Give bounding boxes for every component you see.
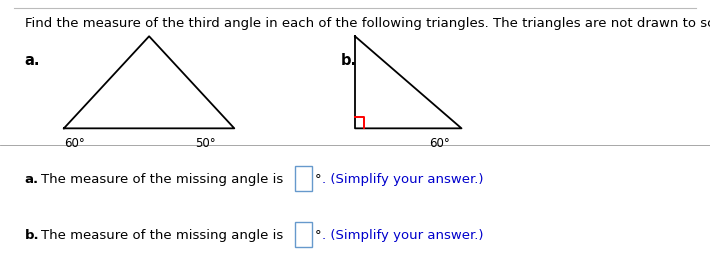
Text: a.: a. xyxy=(25,53,40,68)
Text: The measure of the missing angle is: The measure of the missing angle is xyxy=(41,173,283,186)
Text: . (Simplify your answer.): . (Simplify your answer.) xyxy=(322,229,483,242)
Text: Find the measure of the third angle in each of the following triangles. The tria: Find the measure of the third angle in e… xyxy=(25,17,710,30)
Text: The measure of the missing angle is: The measure of the missing angle is xyxy=(41,229,283,242)
Text: 50°: 50° xyxy=(195,137,216,150)
Text: 60°: 60° xyxy=(430,137,450,150)
Text: °: ° xyxy=(315,173,321,186)
Text: a.: a. xyxy=(25,173,39,186)
Text: °: ° xyxy=(315,229,321,242)
FancyBboxPatch shape xyxy=(295,166,312,191)
FancyBboxPatch shape xyxy=(295,222,312,247)
Text: b.: b. xyxy=(341,53,357,68)
Text: . (Simplify your answer.): . (Simplify your answer.) xyxy=(322,173,483,186)
Text: b.: b. xyxy=(25,229,40,242)
Text: 60°: 60° xyxy=(64,137,84,150)
